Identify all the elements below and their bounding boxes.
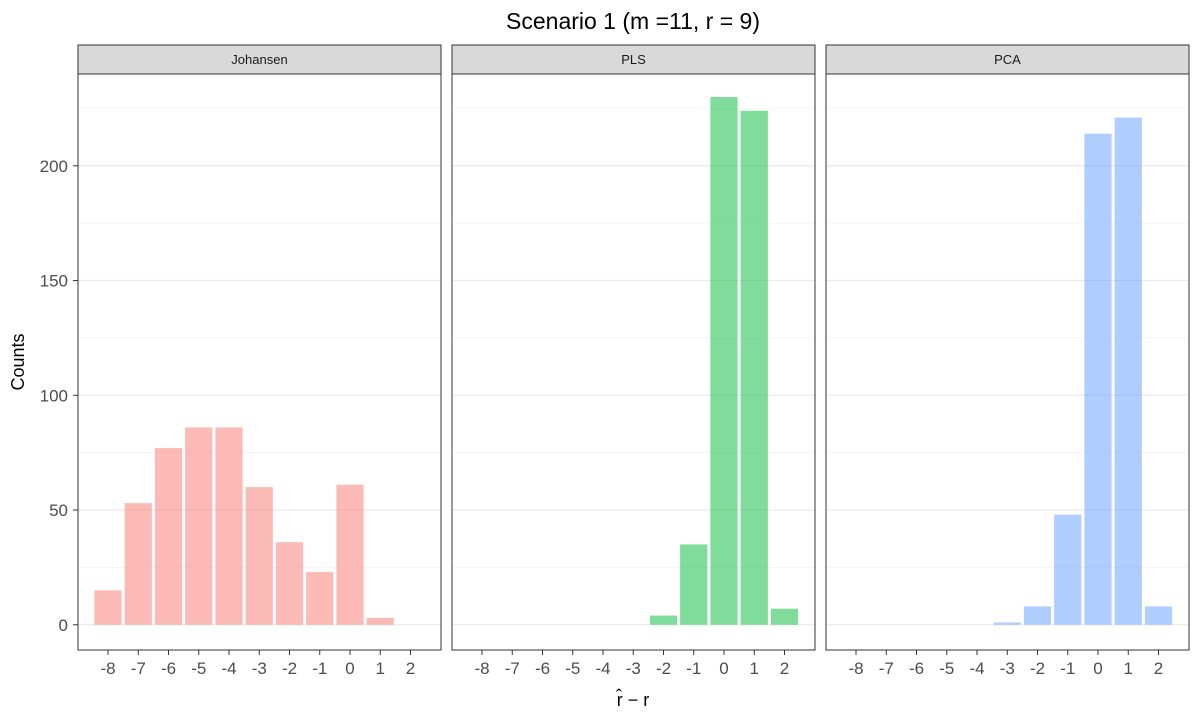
x-tick-label: -5	[939, 659, 954, 678]
x-tick-label: 1	[376, 659, 385, 678]
x-tick-label: -7	[505, 659, 520, 678]
bar	[306, 571, 334, 625]
bar	[1023, 606, 1052, 625]
y-tick-label: 0	[59, 616, 68, 635]
bar	[1144, 606, 1173, 625]
bar	[94, 590, 122, 625]
x-tick-label: -6	[909, 659, 924, 678]
x-tick-label: -3	[252, 659, 267, 678]
bar	[154, 448, 183, 625]
bar	[649, 615, 678, 625]
bar	[124, 503, 152, 625]
x-tick-label: 0	[719, 659, 728, 678]
x-tick-label: -8	[474, 659, 489, 678]
x-tick-label: -1	[312, 659, 327, 678]
x-tick-label: 1	[750, 659, 759, 678]
x-tick-label: -3	[626, 659, 641, 678]
x-tick-label: 0	[345, 659, 354, 678]
x-axis-title: r̂ − r	[616, 689, 649, 710]
x-tick-label: 1	[1124, 659, 1133, 678]
x-tick-label: -6	[535, 659, 550, 678]
x-tick-label: -1	[1060, 659, 1075, 678]
x-tick-label: -7	[131, 659, 146, 678]
facet-strip	[825, 44, 1190, 75]
bar	[710, 96, 738, 625]
chart-title: Scenario 1 (m =11, r = 9)	[506, 8, 760, 34]
facet-strip-label: PCA	[994, 52, 1021, 67]
bar	[366, 617, 394, 625]
bar	[185, 427, 213, 625]
bar	[770, 608, 799, 625]
x-tick-label: 0	[1093, 659, 1102, 678]
x-tick-label: -7	[879, 659, 894, 678]
bar	[1084, 133, 1112, 625]
x-tick-label: -4	[595, 659, 610, 678]
facet-strip-label: Johansen	[231, 52, 287, 67]
bar	[215, 427, 243, 625]
x-tick-label: -2	[282, 659, 297, 678]
y-tick-label: 200	[40, 157, 68, 176]
bar	[740, 110, 768, 625]
y-axis-title: Counts	[8, 333, 28, 390]
x-tick-label: 2	[1154, 659, 1163, 678]
x-tick-label: -8	[848, 659, 863, 678]
bar	[680, 544, 708, 625]
panel-pls: PLS -8 -7 -6 -5 -4 -3 -2 -1 0 1 2	[451, 44, 816, 678]
x-tick-label: -2	[656, 659, 671, 678]
panel-pca: PCA -8 -7 -6 -5 -4 -3 -2 -1 0 1 2	[825, 44, 1190, 678]
bar	[275, 542, 304, 625]
bar	[1114, 117, 1142, 625]
x-tick-label: -3	[1000, 659, 1015, 678]
x-tick-label: -1	[686, 659, 701, 678]
facet-strip-label: PLS	[621, 52, 646, 67]
x-tick-label: -4	[969, 659, 984, 678]
bar	[993, 622, 1021, 625]
x-tick-label: 2	[780, 659, 789, 678]
facet-strip	[77, 44, 442, 75]
x-tick-label: -5	[565, 659, 580, 678]
y-tick-label: 50	[49, 501, 68, 520]
bar	[336, 484, 364, 625]
x-tick-label: -5	[191, 659, 206, 678]
bar	[1054, 514, 1082, 625]
y-tick-label: 100	[40, 386, 68, 405]
y-tick-label: 150	[40, 272, 68, 291]
panel-johansen: Johansen -8 -7 -6 -5 -4 -3 -2 -1 0 1 2	[77, 44, 442, 678]
x-tick-label: -4	[221, 659, 236, 678]
x-tick-label: -8	[100, 659, 115, 678]
x-tick-label: -2	[1030, 659, 1045, 678]
x-tick-label: 2	[406, 659, 415, 678]
x-tick-label: -6	[161, 659, 176, 678]
bar	[245, 487, 273, 625]
